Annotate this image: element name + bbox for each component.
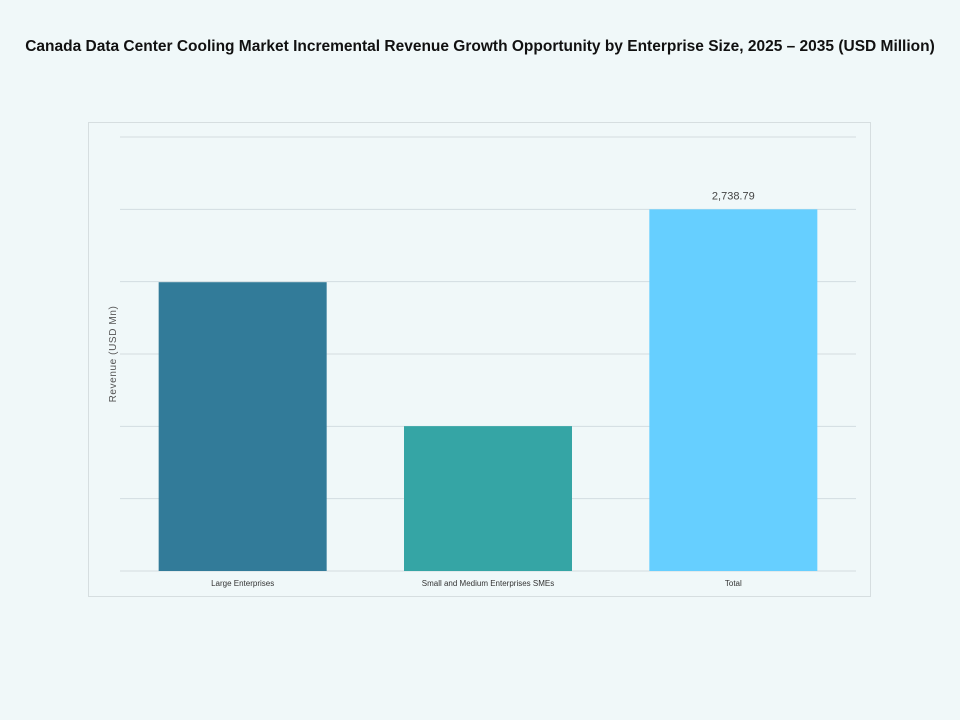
x-tick-label: Large Enterprises — [211, 579, 274, 588]
bar-0 — [158, 282, 327, 571]
x-tick-label: Total — [725, 579, 742, 588]
bar-1 — [404, 426, 572, 571]
data-label: 2,738.79 — [712, 190, 755, 202]
bar-2 — [649, 209, 818, 571]
chart-title: Canada Data Center Cooling Market Increm… — [25, 38, 935, 55]
y-axis-label: Revenue (USD Mn) — [108, 306, 119, 403]
x-tick-label: Small and Medium Enterprises SMEs — [422, 579, 555, 588]
plot-frame — [88, 122, 871, 597]
